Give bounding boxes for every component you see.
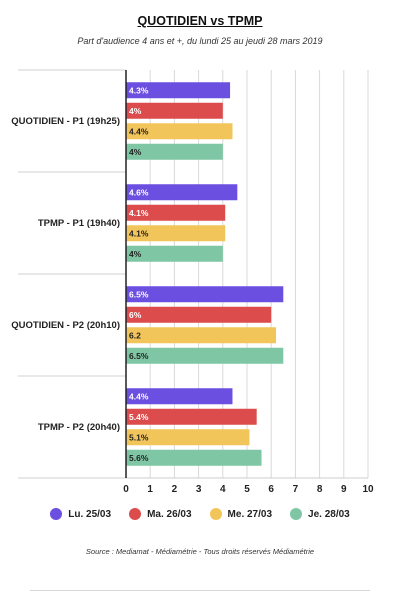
footer-divider bbox=[30, 590, 370, 591]
legend-item-series-2: Ma. 26/03 bbox=[129, 508, 192, 520]
bar bbox=[126, 429, 250, 446]
bar-value-label: 5.1% bbox=[129, 432, 149, 442]
bar bbox=[126, 245, 223, 262]
legend-label-series-3: Me. 27/03 bbox=[227, 508, 273, 520]
bar-chart: 0 1 2 3 4 5 6 7 8 9 10 4.3% 4% 4.4% 4% QUOTIDIEN - P1 (… bbox=[11, 69, 374, 495]
x-tick-label: 3 bbox=[196, 484, 202, 495]
legend-dot-series-1 bbox=[50, 508, 63, 520]
legend-item-series-4: Je. 28/03 bbox=[290, 508, 350, 520]
x-tick-label: 5 bbox=[244, 484, 250, 495]
bar-value-label: 4.1% bbox=[129, 208, 149, 218]
source-note: Source : Mediamat - Médiamétrie - Tous d… bbox=[85, 547, 315, 556]
bar-value-label: 4.3% bbox=[129, 85, 149, 95]
bar bbox=[126, 306, 272, 323]
bar bbox=[126, 388, 233, 405]
category-label: TPMP - P2 (20h40) bbox=[38, 422, 120, 433]
bar bbox=[126, 143, 223, 160]
legend-item-series-1: Lu. 25/03 bbox=[50, 508, 111, 520]
bar bbox=[126, 286, 284, 303]
bar-value-label: 6% bbox=[129, 310, 142, 320]
x-tick-label: 10 bbox=[362, 484, 374, 495]
legend-dot-series-4 bbox=[290, 508, 303, 520]
legend-item-series-3: Me. 27/03 bbox=[209, 508, 273, 520]
x-tick-label: 2 bbox=[172, 484, 178, 495]
bar bbox=[126, 82, 231, 99]
legend-dot-series-2 bbox=[129, 508, 142, 520]
category-label: QUOTIDIEN - P2 (20h10) bbox=[11, 320, 120, 331]
chart-subtitle: Part d'audience 4 ans et +, du lundi 25 … bbox=[77, 36, 323, 46]
bar-value-label: 4% bbox=[129, 249, 142, 259]
legend-dot-series-3 bbox=[209, 508, 222, 520]
legend-label-series-4: Je. 28/03 bbox=[308, 508, 350, 520]
bar-value-label: 5.6% bbox=[129, 453, 149, 463]
legend-label-series-1: Lu. 25/03 bbox=[68, 508, 112, 520]
category-label: TPMP - P1 (19h40) bbox=[38, 218, 120, 229]
bar bbox=[126, 184, 238, 201]
x-tick-label: 8 bbox=[317, 484, 323, 495]
bar-value-label: 6.2 bbox=[129, 330, 141, 340]
bar bbox=[126, 449, 262, 466]
chart-title: QUOTIDIEN vs TPMP bbox=[137, 14, 263, 28]
bar-value-label: 4.1% bbox=[129, 228, 149, 238]
bar-value-label: 4% bbox=[129, 147, 142, 157]
bar-value-label: 6.5% bbox=[129, 351, 149, 361]
x-tick-label: 6 bbox=[268, 484, 274, 495]
bar-value-label: 4% bbox=[129, 106, 142, 116]
bar bbox=[126, 327, 277, 344]
bar bbox=[126, 204, 226, 221]
bar bbox=[126, 102, 223, 119]
legend-label-series-2: Ma. 26/03 bbox=[147, 508, 192, 520]
chart-legend: Lu. 25/03 Ma. 26/03 Me. 27/03 Je. 28/03 bbox=[0, 508, 400, 520]
bar bbox=[126, 225, 226, 242]
x-tick-label: 1 bbox=[147, 484, 153, 495]
x-tick-label: 9 bbox=[341, 484, 347, 495]
x-tick-label: 7 bbox=[293, 484, 299, 495]
x-tick-label: 0 bbox=[123, 484, 129, 495]
category-label: QUOTIDIEN - P1 (19h25) bbox=[11, 116, 120, 127]
bar bbox=[126, 123, 233, 140]
bar-value-label: 4.4% bbox=[129, 391, 149, 401]
bar-value-label: 4.6% bbox=[129, 187, 149, 197]
bar-value-label: 4.4% bbox=[129, 126, 149, 136]
bar-value-label: 6.5% bbox=[129, 289, 149, 299]
bar bbox=[126, 347, 284, 364]
bar-value-label: 5.4% bbox=[129, 412, 149, 422]
bar bbox=[126, 408, 257, 425]
x-tick-label: 4 bbox=[220, 484, 226, 495]
